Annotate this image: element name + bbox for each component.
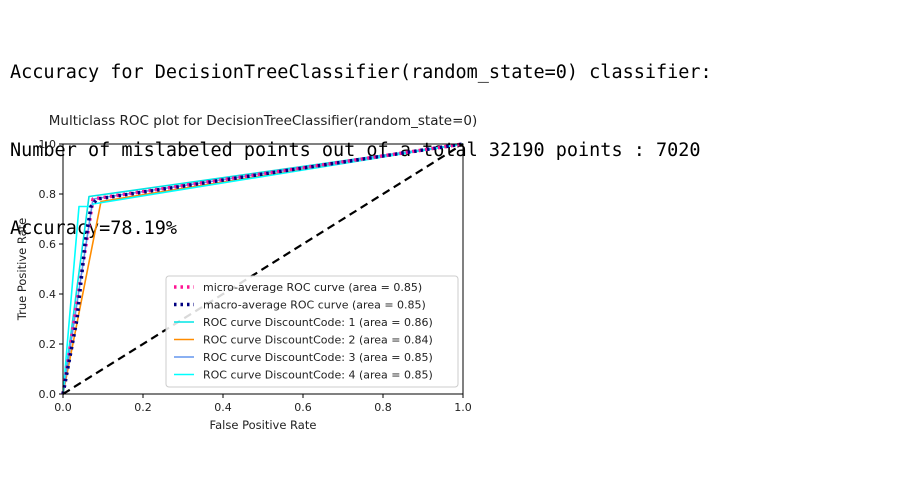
y-tick-label: 0.2 (39, 338, 57, 351)
legend-box (165, 275, 459, 388)
legend-label: ROC curve DiscountCode: 2 (area = 0.84) (203, 334, 433, 347)
y-tick-label: 0.0 (39, 388, 57, 401)
y-tick-label: 1.0 (39, 138, 57, 151)
y-axis-label: True Positive Rate (15, 218, 29, 321)
x-tick-label: 0.8 (374, 401, 392, 414)
legend-label: ROC curve DiscountCode: 1 (area = 0.86) (203, 316, 433, 329)
x-tick-label: 1.0 (454, 401, 472, 414)
legend-label: micro-average ROC curve (area = 0.85) (203, 281, 422, 294)
y-tick-label: 0.8 (39, 188, 57, 201)
cell-output: Accuracy for DecisionTreeClassifier(rand… (10, 8, 712, 268)
x-tick-label: 0.6 (294, 401, 312, 414)
legend-label: ROC curve DiscountCode: 4 (area = 0.85) (203, 369, 433, 382)
legend-label: macro-average ROC curve (area = 0.85) (203, 299, 426, 312)
series-line-7 (62, 143, 464, 395)
x-tick-label: 0.4 (214, 401, 232, 414)
x-axis-label: False Positive Rate (210, 418, 317, 432)
series-line-1 (61, 142, 464, 395)
legend-label: ROC curve DiscountCode: 3 (area = 0.85) (203, 351, 433, 364)
chart-title: Multiclass ROC plot for DecisionTreeClas… (49, 113, 478, 129)
roc-chart: Multiclass ROC plot for DecisionTreeClas… (15, 113, 478, 432)
y-tick-label: 0.4 (39, 288, 57, 301)
x-tick-label: 0.2 (134, 401, 152, 414)
output-line-accuracy-header: Accuracy for DecisionTreeClassifier(rand… (10, 62, 712, 83)
x-tick-label: 0.0 (54, 401, 72, 414)
output-line-mislabeled: Number of mislabeled points out of a tot… (10, 140, 701, 161)
output-line-accuracy: Accuracy=78.19% (10, 218, 178, 239)
series-line-2 (61, 142, 464, 395)
y-tick-label: 0.6 (39, 238, 57, 251)
plot-frame (62, 143, 464, 395)
